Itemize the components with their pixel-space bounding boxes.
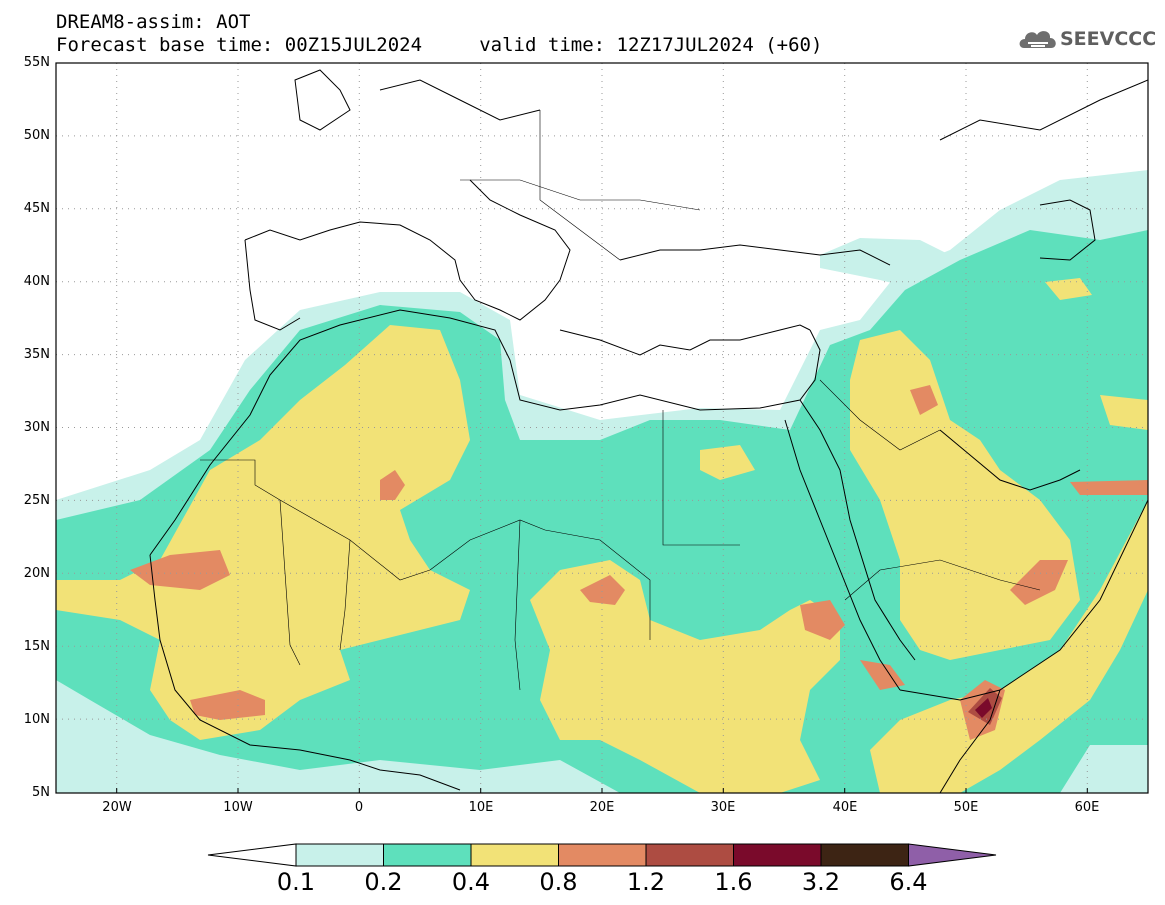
logo-text: SEEVCCC bbox=[1060, 28, 1157, 50]
coastlines bbox=[149, 69, 1148, 793]
colorbar-label: 1.2 bbox=[626, 868, 666, 896]
colorbar-bin-6 bbox=[733, 843, 822, 867]
lon-label: 40E bbox=[832, 800, 858, 815]
lat-label: 30N bbox=[23, 420, 50, 435]
lat-label: 10N bbox=[23, 712, 50, 727]
colorbar-label: 0.8 bbox=[539, 868, 578, 896]
lon-label: 50E bbox=[953, 800, 979, 815]
seevccc-logo: SEEVCCC bbox=[1018, 24, 1158, 56]
colorbar-high-arrow bbox=[908, 843, 997, 867]
aot-contour-0.4 bbox=[870, 500, 1148, 793]
colorbar-bin-4 bbox=[558, 843, 647, 867]
lat-label: 20N bbox=[23, 566, 50, 581]
lon-label: 10E bbox=[468, 800, 494, 815]
aot-contour-0.8 bbox=[380, 470, 405, 500]
colorbar-label: 6.4 bbox=[889, 868, 928, 896]
aot-contour-0.8 bbox=[860, 660, 905, 690]
colorbar-label: 0.2 bbox=[364, 868, 403, 896]
colorbar-label: 0.1 bbox=[276, 868, 316, 896]
aot-contour-0.8 bbox=[800, 600, 845, 640]
colorbar-bin-2 bbox=[383, 843, 472, 867]
cloud-icon bbox=[1019, 31, 1056, 48]
aot-contour-0.4 bbox=[1100, 395, 1148, 430]
lat-label: 15N bbox=[23, 639, 50, 654]
aot-contour-1.6 bbox=[975, 698, 992, 718]
lat-label: 35N bbox=[23, 347, 50, 362]
aot-contour-0.8 bbox=[1070, 480, 1148, 495]
aot-contour-0.4 bbox=[700, 445, 755, 480]
aot-contour-0.4 bbox=[530, 560, 840, 793]
aot-contour-0.8 bbox=[910, 385, 938, 415]
colorbar-label: 3.2 bbox=[801, 868, 841, 896]
colorbar-label: 0.4 bbox=[451, 868, 491, 896]
lon-label: 20E bbox=[589, 800, 615, 815]
gridlines bbox=[56, 63, 1148, 793]
aot-contour-0.8 bbox=[580, 575, 625, 605]
colorbar-bin-1 bbox=[295, 843, 384, 867]
lat-label: 40N bbox=[23, 274, 50, 289]
lat-label: 5N bbox=[32, 785, 50, 800]
borders bbox=[200, 110, 1041, 691]
aot-contour-0.8 bbox=[130, 550, 230, 590]
colorbar-bin-7 bbox=[820, 843, 909, 867]
lat-label: 55N bbox=[23, 55, 50, 70]
lon-label: 60E bbox=[1074, 800, 1100, 815]
aot-contour-0.2 bbox=[1030, 245, 1148, 330]
axis-ticks bbox=[116, 788, 1088, 793]
lat-label: 25N bbox=[23, 493, 50, 508]
lon-label: 10W bbox=[223, 800, 253, 815]
lon-label: 30E bbox=[710, 800, 736, 815]
aot-contour-0.4 bbox=[1045, 278, 1092, 300]
map-title: DREAM8-assim: AOT bbox=[56, 11, 251, 33]
lon-label: 0 bbox=[354, 800, 364, 815]
lon-label: 20W bbox=[102, 800, 132, 815]
colorbar-bin-5 bbox=[645, 843, 734, 867]
aot-contour-0.8 bbox=[190, 690, 265, 720]
lat-label: 45N bbox=[23, 201, 50, 216]
lat-label: 50N bbox=[23, 128, 50, 143]
forecast-time-line: Forecast base time: 00Z15JUL2024 valid t… bbox=[56, 34, 823, 56]
colorbar-label: 1.6 bbox=[714, 868, 753, 896]
colorbar bbox=[207, 843, 997, 867]
aot-field bbox=[56, 63, 1148, 793]
aot-contour-0.8 bbox=[1010, 560, 1068, 605]
colorbar-bin-3 bbox=[470, 843, 559, 867]
colorbar-low-arrow bbox=[207, 843, 297, 867]
